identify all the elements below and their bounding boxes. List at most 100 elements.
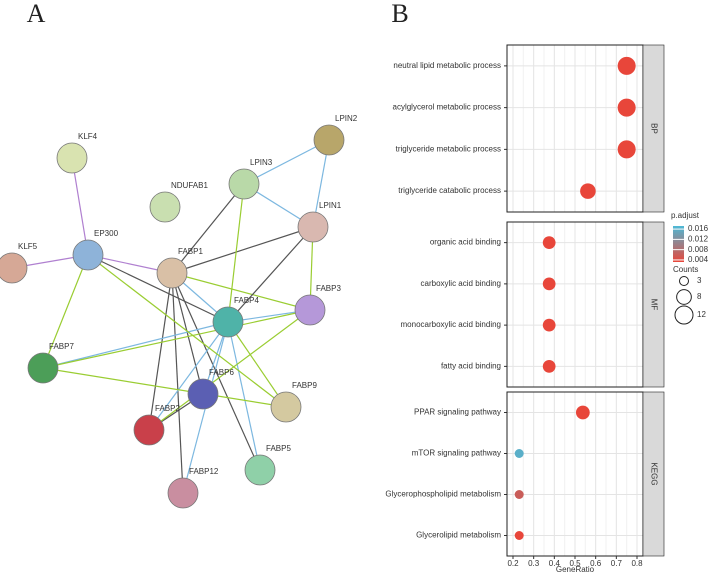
node-label: KLF5 bbox=[18, 242, 38, 251]
dot-plot: neutral lipid metabolic process acylglyce… bbox=[385, 44, 709, 574]
edge bbox=[227, 226, 314, 323]
size-label: 8 bbox=[697, 292, 702, 301]
node-label: KLF4 bbox=[78, 132, 98, 141]
node-label: LPIN3 bbox=[250, 158, 273, 167]
edge bbox=[227, 321, 287, 408]
edge bbox=[87, 254, 229, 323]
edge bbox=[42, 367, 287, 408]
node-label: FABP9 bbox=[292, 381, 317, 390]
category-label: carboxylic acid binding bbox=[421, 279, 502, 288]
x-tick-label: 0.8 bbox=[631, 559, 643, 568]
strip bbox=[642, 221, 665, 388]
category-label: Glycerophospholipid metabolism bbox=[385, 490, 501, 499]
x-tick-label: 0.5 bbox=[569, 559, 581, 568]
node bbox=[313, 124, 345, 156]
node-label: FABP6 bbox=[209, 368, 234, 377]
category-label: triglyceride metabolic process bbox=[396, 144, 501, 153]
edge bbox=[42, 309, 311, 369]
edge bbox=[87, 254, 287, 408]
node-label: NDUFAB1 bbox=[171, 181, 208, 190]
edge bbox=[71, 157, 89, 256]
edge bbox=[171, 272, 311, 311]
x-tick-label: 0.3 bbox=[528, 559, 540, 568]
node bbox=[156, 257, 188, 289]
colorbar-label: 0.012 bbox=[688, 234, 709, 243]
node-label: FABP2 bbox=[155, 404, 180, 413]
node bbox=[297, 211, 329, 243]
dot bbox=[514, 530, 524, 541]
node bbox=[133, 414, 165, 446]
strip bbox=[642, 391, 665, 557]
node-label: EP300 bbox=[94, 229, 119, 238]
node bbox=[187, 378, 219, 410]
node bbox=[228, 168, 260, 200]
strip-label: KEGG bbox=[649, 462, 658, 485]
edge bbox=[171, 272, 204, 395]
x-tick-label: 0.6 bbox=[590, 559, 602, 568]
size-label: 12 bbox=[697, 310, 706, 319]
category-label: triglyceride catabolic process bbox=[398, 186, 501, 195]
edge bbox=[243, 139, 330, 185]
node bbox=[294, 294, 326, 326]
node-label: LPIN1 bbox=[319, 201, 342, 210]
panel-label: A bbox=[27, 0, 46, 28]
dot bbox=[580, 183, 596, 199]
x-axis-label: GeneRatio bbox=[556, 565, 595, 574]
node-label: FABP3 bbox=[316, 284, 341, 293]
edge bbox=[227, 321, 261, 471]
edge bbox=[148, 272, 173, 431]
colorbar-label: 0.004 bbox=[688, 255, 709, 264]
node bbox=[244, 454, 276, 486]
edge bbox=[171, 272, 184, 494]
node-label: FABP12 bbox=[189, 467, 219, 476]
x-tick-label: 0.7 bbox=[611, 559, 623, 568]
category-label: neutral lipid metabolic process bbox=[393, 61, 501, 70]
category-label: fatty acid binding bbox=[441, 361, 501, 370]
node-label: LPIN2 bbox=[335, 114, 358, 123]
node bbox=[149, 191, 181, 223]
dot bbox=[617, 140, 636, 159]
size-key bbox=[676, 289, 692, 305]
node bbox=[167, 477, 199, 509]
node bbox=[212, 306, 244, 338]
dot bbox=[542, 236, 556, 249]
edge bbox=[171, 272, 261, 471]
category-label: monocarboxylic acid binding bbox=[401, 320, 502, 329]
network: KLF4 LPIN2 LPIN3 NDUFAB1 LPIN1 EP300 KLF5 FABP1… bbox=[0, 114, 358, 509]
strip bbox=[642, 44, 665, 213]
legend-title: p.adjust bbox=[671, 211, 700, 220]
dot bbox=[575, 405, 590, 420]
node-label: FABP4 bbox=[234, 296, 259, 305]
node-label: FABP5 bbox=[266, 444, 291, 453]
strip-label: BP bbox=[649, 123, 658, 134]
category-label: acylglycerol metabolic process bbox=[393, 103, 502, 112]
colorbar-label: 0.016 bbox=[688, 224, 709, 233]
colorbar-label: 0.008 bbox=[688, 245, 709, 254]
category-label: PPAR signaling pathway bbox=[414, 408, 501, 417]
dot bbox=[514, 489, 524, 500]
edge bbox=[171, 226, 314, 274]
edge bbox=[42, 321, 229, 369]
size-label: 3 bbox=[697, 276, 702, 285]
edge bbox=[42, 254, 89, 369]
edge bbox=[227, 183, 245, 323]
category-label: organic acid binding bbox=[430, 238, 501, 247]
node bbox=[56, 142, 88, 174]
node bbox=[0, 252, 28, 284]
dot bbox=[542, 318, 556, 332]
node bbox=[270, 391, 302, 423]
node bbox=[27, 352, 59, 384]
size-key bbox=[674, 305, 694, 325]
category-label: mTOR signaling pathway bbox=[412, 449, 501, 458]
panel-label: B bbox=[391, 0, 408, 28]
x-tick-label: 0.4 bbox=[549, 559, 561, 568]
edge bbox=[148, 309, 311, 431]
size-key bbox=[678, 275, 690, 287]
dot bbox=[617, 56, 636, 75]
dot bbox=[542, 277, 556, 291]
strip-label: MF bbox=[649, 299, 658, 311]
dot bbox=[542, 360, 556, 373]
node bbox=[72, 239, 104, 271]
legend-title: Counts bbox=[673, 265, 698, 274]
